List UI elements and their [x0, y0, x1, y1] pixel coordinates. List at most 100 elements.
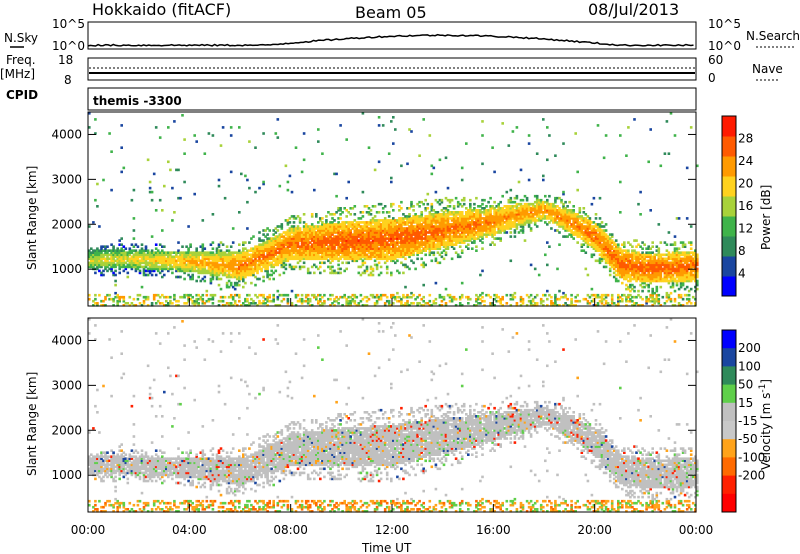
power-cell	[284, 259, 288, 263]
power-cell	[161, 251, 164, 254]
power-cell	[163, 251, 166, 254]
power-cell	[272, 277, 275, 281]
power-cell	[266, 297, 269, 301]
power-cell	[323, 227, 326, 230]
power-cell	[521, 302, 525, 305]
power-cell	[487, 211, 490, 214]
power-cell	[369, 219, 373, 222]
power-cell	[323, 245, 326, 248]
power-cell	[430, 235, 434, 238]
power-cell	[207, 259, 211, 263]
power-cell	[134, 251, 138, 254]
power-cell	[233, 257, 237, 261]
power-cell	[408, 227, 411, 230]
power-cell	[167, 251, 170, 254]
power-cell	[189, 255, 192, 259]
power-cell	[499, 239, 502, 242]
power-cell	[404, 233, 407, 236]
power-cell	[361, 211, 365, 214]
power-cell	[619, 134, 622, 137]
power-cell	[554, 154, 557, 157]
power-cell	[154, 126, 158, 129]
power-cell	[339, 249, 342, 252]
power-cell	[576, 241, 579, 244]
power-cell	[373, 227, 377, 230]
power-cell	[126, 257, 130, 261]
power-cell	[513, 229, 517, 232]
power-cell	[491, 241, 494, 244]
power-cell	[268, 299, 271, 303]
power-cell	[144, 273, 148, 277]
power-cell	[321, 243, 324, 246]
power-cell	[363, 205, 367, 208]
power-cell	[227, 304, 231, 307]
power-cell	[487, 233, 490, 236]
power-cell	[335, 239, 338, 242]
power-cell	[323, 229, 326, 232]
power-cell	[282, 297, 286, 301]
power-cell	[353, 249, 357, 252]
power-cell	[246, 255, 249, 259]
power-cell	[379, 241, 383, 244]
power-cell	[122, 304, 126, 307]
power-cell	[499, 227, 502, 230]
power-cell	[333, 231, 336, 234]
power-cell	[304, 229, 308, 232]
power-cell	[148, 186, 152, 190]
power-cell	[319, 271, 322, 275]
power-cell	[171, 261, 174, 265]
power-cell	[481, 120, 484, 123]
power-cell	[385, 267, 389, 271]
power-cell	[394, 297, 397, 301]
power-cell	[487, 217, 490, 220]
power-cell	[394, 233, 397, 236]
power-cell	[331, 259, 334, 263]
power-cell	[313, 271, 316, 275]
power-cell	[578, 207, 582, 210]
power-cell	[165, 299, 168, 303]
power-cell	[381, 245, 385, 248]
power-cell	[246, 273, 249, 277]
power-cell	[300, 251, 304, 254]
power-cell	[246, 263, 249, 267]
power-cell	[114, 283, 117, 287]
power-cell	[402, 247, 405, 250]
power-cell	[523, 239, 527, 242]
power-cell	[623, 241, 626, 244]
power-cell	[406, 217, 409, 220]
power-cell	[254, 263, 257, 267]
power-cell	[387, 257, 391, 261]
power-cell	[201, 251, 205, 254]
power-cell	[467, 211, 470, 214]
power-cell	[359, 227, 363, 230]
power-cell	[477, 225, 480, 228]
power-cell	[213, 259, 217, 263]
power-cell	[416, 233, 419, 236]
power-cell	[507, 200, 511, 204]
power-cell	[345, 251, 348, 254]
power-cell	[377, 124, 381, 127]
power-cell	[442, 295, 446, 299]
power-cell	[610, 233, 614, 236]
power-cell	[454, 304, 458, 307]
power-cell	[203, 261, 207, 265]
power-cell	[250, 261, 253, 265]
power-cell	[134, 304, 138, 307]
power-cell	[462, 229, 466, 232]
power-cell	[313, 293, 316, 297]
power-cell	[282, 263, 286, 267]
power-cell	[418, 205, 421, 208]
power-cell	[351, 259, 355, 263]
power-cell	[513, 295, 517, 299]
power-cell	[458, 215, 462, 218]
power-cell	[456, 235, 460, 238]
power-cell	[432, 251, 436, 254]
power-cell	[428, 217, 432, 220]
power-cell	[617, 279, 620, 283]
power-cell	[150, 263, 154, 267]
power-cell	[448, 217, 452, 220]
power-cell	[341, 211, 344, 214]
power-cell	[308, 255, 312, 259]
power-cell	[325, 239, 328, 242]
power-cell	[355, 257, 359, 261]
